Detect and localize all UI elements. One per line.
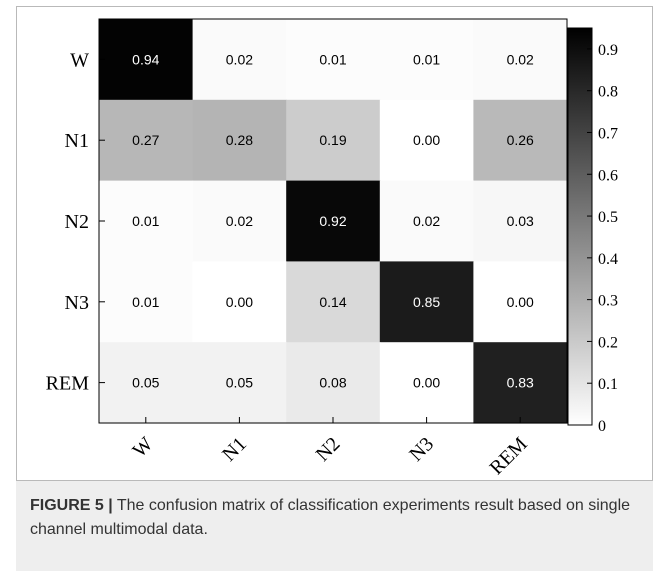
- cell-value-label: 0.02: [413, 213, 440, 229]
- cell-value-label: 0.08: [319, 375, 346, 391]
- row-labels: W N1 N2 N3 REM: [46, 49, 105, 395]
- cell-value-label: 0.01: [319, 51, 346, 67]
- heatmap-cell: [286, 261, 381, 343]
- cell-value-label: 0.00: [226, 294, 253, 310]
- colorbar-tick-label: 0.5: [598, 209, 618, 226]
- heatmap-cell: [192, 261, 287, 343]
- heatmap-cell: [379, 99, 474, 182]
- cell-value-label: 0.27: [132, 132, 159, 148]
- colorbar-tick-label: 0.6: [598, 167, 618, 184]
- cell-value-label: 0.92: [319, 213, 346, 229]
- heatmap-cell: [379, 261, 474, 343]
- caption-box: [16, 480, 653, 571]
- heatmap-cell: [192, 342, 287, 424]
- column-label: N2: [312, 433, 345, 466]
- colorbar-gradient: [567, 27, 593, 426]
- heatmap-cell: [99, 180, 194, 262]
- cell-value-label: 0.26: [507, 132, 534, 148]
- cell-value-label: 0.03: [507, 213, 534, 229]
- caption-text: The confusion matrix of classification e…: [30, 497, 631, 538]
- cell-value-label: 0.83: [507, 375, 534, 391]
- colorbar: 0 0.1 0.2 0.3 0.4 0.5 0.6 0.7 0.8 0.9: [567, 27, 618, 435]
- heatmap-cell: [99, 342, 194, 424]
- cell-value-label: 0.00: [507, 294, 534, 310]
- cell-value-label: 0.05: [132, 375, 159, 391]
- colorbar-tick-label: 0.1: [598, 376, 618, 393]
- column-label: N1: [218, 433, 251, 466]
- heatmap-cell: [192, 19, 287, 101]
- heatmap-cell: [473, 342, 568, 424]
- row-label: W: [70, 49, 89, 71]
- column-label: N3: [405, 433, 438, 466]
- row-label: N1: [65, 130, 89, 152]
- heatmap-cell: [192, 180, 287, 262]
- confusion-matrix-chart: 0.94 0.02 0.01 0.01 0.02 0.27 0.28 0.19 0.00 0.26…: [46, 18, 618, 479]
- colorbar-tick-label: 0.7: [598, 125, 618, 142]
- heatmap-cell: [286, 180, 381, 262]
- cell-value-label: 0.00: [413, 132, 440, 148]
- heatmap-cell: [99, 261, 194, 343]
- cell-value-label: 0.19: [319, 132, 346, 148]
- cell-value-label: 0.01: [132, 294, 159, 310]
- heatmap-cell: [379, 342, 474, 424]
- colorbar-tick-label: 0: [598, 418, 606, 435]
- cell-value-label: 0.85: [413, 294, 440, 310]
- column-label: W: [128, 433, 157, 462]
- colorbar-tick-label: 0.4: [598, 251, 618, 268]
- heatmap-cell: [379, 19, 474, 101]
- cell-value-label: 0.94: [132, 51, 159, 67]
- row-label: N2: [65, 211, 89, 233]
- cell-value-label: 0.14: [319, 294, 346, 310]
- heatmap-cell: [192, 99, 287, 182]
- heatmap-cell: [473, 99, 568, 182]
- heatmap-cell: [99, 19, 194, 101]
- cell-value-label: 0.05: [226, 375, 253, 391]
- cell-value-label: 0.00: [413, 375, 440, 391]
- cell-value-label: 0.01: [413, 51, 440, 67]
- heatmap-cell: [286, 342, 381, 424]
- row-label: REM: [46, 373, 90, 395]
- column-labels: W N1 N2 N3 REM: [128, 417, 532, 479]
- cell-value-label: 0.02: [226, 213, 253, 229]
- cell-value-label: 0.01: [132, 213, 159, 229]
- heatmap-cell: [379, 180, 474, 262]
- colorbar-tick-label: 0.8: [598, 84, 618, 101]
- colorbar-tick-label: 0.3: [598, 293, 618, 310]
- caption-label: FIGURE 5 |: [30, 497, 113, 514]
- cell-value-label: 0.02: [507, 51, 534, 67]
- cell-value-label: 0.28: [226, 132, 253, 148]
- heatmap-cell: [473, 19, 568, 101]
- colorbar-tick-label: 0.9: [598, 42, 618, 59]
- heatmap-cell: [473, 180, 568, 262]
- heatmap-cell: [99, 99, 194, 182]
- heatmap-cell: [473, 261, 568, 343]
- figure-caption: FIGURE 5 | The confusion matrix of class…: [30, 494, 645, 542]
- cell-value-label: 0.02: [226, 51, 253, 67]
- heatmap-cell: [286, 19, 381, 101]
- colorbar-tick-label: 0.2: [598, 334, 618, 351]
- row-label: N3: [65, 292, 89, 314]
- heatmap-cell: [286, 99, 381, 182]
- column-label: REM: [486, 433, 532, 479]
- heatmap-cells: 0.94 0.02 0.01 0.01 0.02 0.27 0.28 0.19 0.00 0.26…: [98, 18, 568, 424]
